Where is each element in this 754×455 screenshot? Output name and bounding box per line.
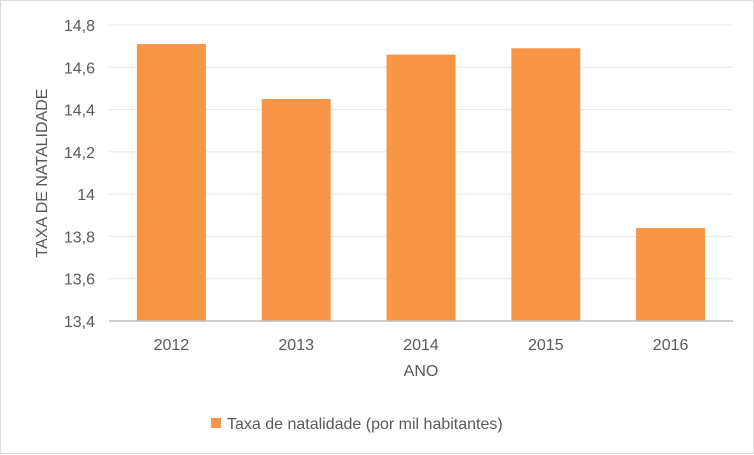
y-tick-label: 13,6 bbox=[64, 272, 95, 289]
x-axis-title: ANO bbox=[404, 363, 439, 380]
x-tick-label: 2016 bbox=[653, 337, 689, 354]
y-tick-label: 13,4 bbox=[64, 314, 95, 331]
x-tick-label: 2014 bbox=[403, 337, 439, 354]
bar-2015 bbox=[511, 48, 581, 321]
x-axis-ticks: 2012 2013 2014 2015 2016 bbox=[154, 337, 689, 354]
bar-2016 bbox=[636, 227, 706, 321]
bars bbox=[136, 44, 706, 322]
y-tick-label: 14,8 bbox=[64, 18, 95, 35]
legend: Taxa de natalidade (por mil habitantes) bbox=[211, 416, 503, 433]
y-axis-title: TAXA DE NATALIDADE bbox=[34, 89, 51, 258]
legend-label: Taxa de natalidade (por mil habitantes) bbox=[227, 416, 503, 433]
x-tick-label: 2012 bbox=[154, 337, 190, 354]
y-axis-ticks: 13,4 13,6 13,8 14 14,2 14,4 14,6 14,8 bbox=[64, 18, 95, 331]
bar-2014 bbox=[386, 54, 456, 321]
y-tick-label: 14 bbox=[77, 187, 95, 204]
legend-swatch bbox=[211, 418, 221, 428]
bar-2013 bbox=[261, 99, 331, 321]
x-tick-label: 2015 bbox=[528, 337, 564, 354]
x-tick-label: 2013 bbox=[278, 337, 314, 354]
y-tick-label: 14,4 bbox=[64, 103, 95, 120]
y-tick-label: 14,2 bbox=[64, 145, 95, 162]
y-tick-label: 13,8 bbox=[64, 229, 95, 246]
y-tick-label: 14,6 bbox=[64, 60, 95, 77]
bar-2012 bbox=[136, 44, 206, 322]
